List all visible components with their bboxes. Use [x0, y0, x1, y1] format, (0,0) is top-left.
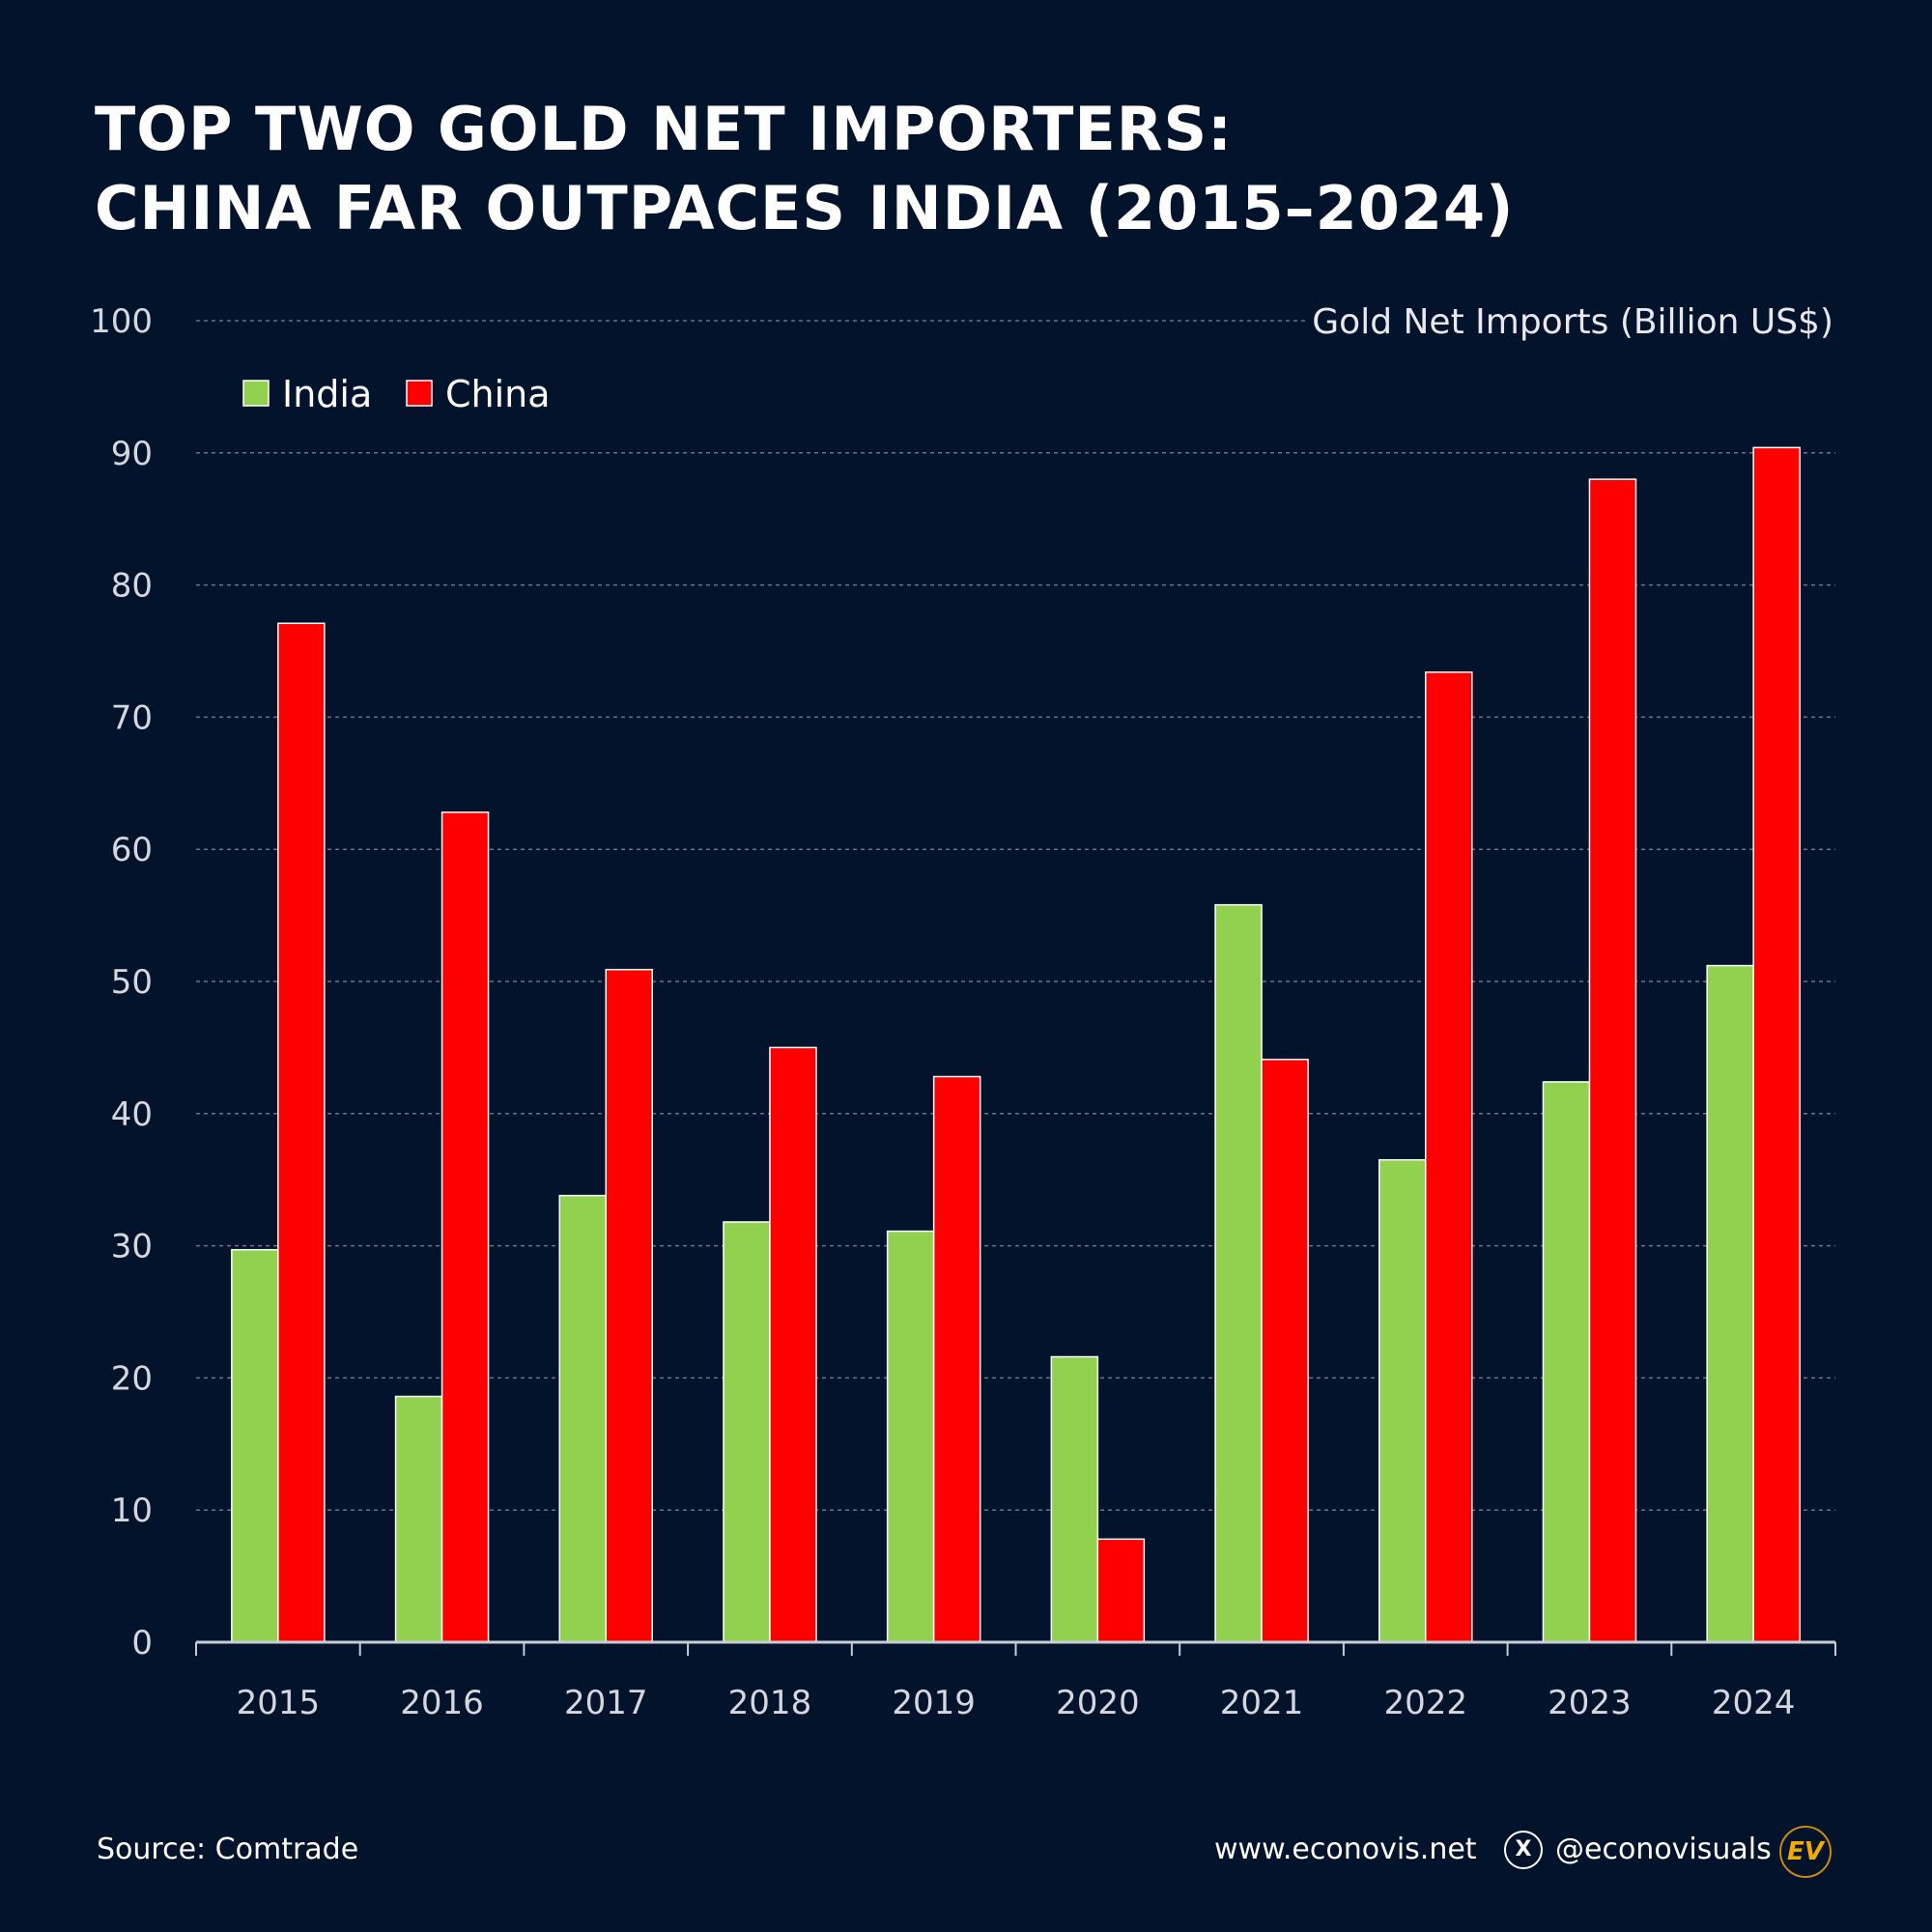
- y-tick-label: 20: [111, 1359, 153, 1398]
- x-tick-label: 2018: [728, 1684, 812, 1722]
- bar-india-2022: [1378, 1158, 1427, 1643]
- x-tick-label: 2020: [1056, 1684, 1140, 1722]
- bar-india-2021: [1214, 903, 1263, 1643]
- y-tick-label: 0: [131, 1624, 153, 1662]
- x-tick-label: 2016: [400, 1684, 484, 1722]
- bar-china-2022: [1425, 671, 1473, 1643]
- x-tick-label: 2021: [1220, 1684, 1304, 1722]
- title-line-1: TOP TWO GOLD NET IMPORTERS:: [95, 94, 1233, 164]
- bar-china-2015: [277, 622, 326, 1643]
- legend-label-india: India: [282, 373, 372, 415]
- y-tick-label: 60: [111, 831, 153, 869]
- ev-logo-icon: EV: [1779, 1826, 1832, 1878]
- bar-india-2016: [394, 1395, 443, 1643]
- y-tick-label: 10: [111, 1492, 153, 1530]
- bar-india-2017: [558, 1194, 607, 1643]
- bar-india-2018: [723, 1221, 771, 1643]
- bar-india-2024: [1706, 964, 1754, 1643]
- bar-china-2020: [1096, 1538, 1146, 1643]
- bar-india-2023: [1542, 1081, 1591, 1643]
- y-tick-label: 70: [111, 698, 153, 737]
- unit-label-background: [1309, 295, 1850, 348]
- y-axis-unit-label: Gold Net Imports (Billion US$): [1312, 302, 1833, 342]
- legend-swatch-china: [406, 380, 433, 407]
- legend-swatch-india: [242, 380, 270, 407]
- x-icon: X: [1504, 1831, 1543, 1869]
- bar-china-2017: [605, 968, 653, 1643]
- x-tick-label: 2022: [1383, 1684, 1467, 1722]
- bars: [231, 446, 1801, 1643]
- y-tick-label: 50: [111, 963, 153, 1002]
- bar-china-2018: [769, 1046, 817, 1643]
- x-axis: [195, 1640, 1836, 1656]
- social-handle[interactable]: @econovisuals: [1555, 1833, 1772, 1866]
- x-tick-label: 2023: [1548, 1684, 1632, 1722]
- y-tick-label: 30: [111, 1228, 153, 1266]
- y-tick-label: 90: [111, 435, 153, 473]
- y-axis-ticks: 0 10 20 30 40 50 60 70 80 90 100: [90, 302, 153, 1662]
- y-tick-label: 40: [111, 1095, 153, 1134]
- bar-india-2015: [231, 1248, 279, 1643]
- bar-china-2016: [440, 811, 490, 1643]
- x-tick-label: 2019: [892, 1684, 976, 1722]
- title-line-2: CHINA FAR OUTPACES INDIA (2015–2024): [95, 173, 1515, 243]
- bar-china-2024: [1752, 446, 1801, 1643]
- bar-china-2021: [1261, 1058, 1309, 1643]
- legend-label-china: China: [445, 373, 551, 415]
- x-tick-label: 2017: [564, 1684, 648, 1722]
- y-tick-label: 80: [111, 567, 153, 606]
- bar-china-2019: [932, 1075, 981, 1643]
- x-tick-label: 2015: [237, 1684, 321, 1722]
- bar-china-2023: [1588, 478, 1637, 1643]
- bar-india-2020: [1050, 1355, 1099, 1643]
- x-tick-label: 2024: [1712, 1684, 1796, 1722]
- x-axis-ticks: 2015 2016 2017 2018 2019 2020 2021 2022 2023 2024: [237, 1684, 1796, 1722]
- website-link[interactable]: www.econovis.net: [1214, 1833, 1477, 1866]
- bar-india-2019: [886, 1230, 935, 1643]
- y-tick-label: 100: [90, 302, 153, 341]
- legend: India China: [242, 373, 551, 415]
- source-note: Source: Comtrade: [97, 1833, 359, 1866]
